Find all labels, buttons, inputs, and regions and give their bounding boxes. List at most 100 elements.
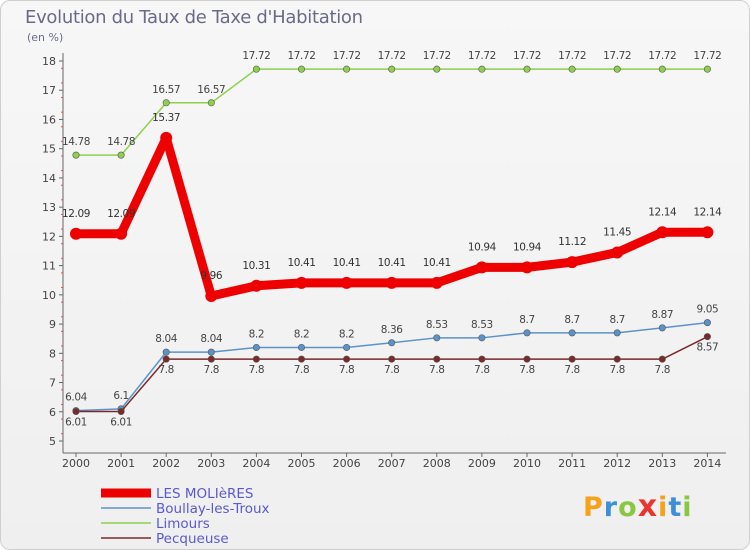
data-label: 10.41: [423, 257, 451, 269]
data-label: 12.14: [693, 206, 722, 218]
data-label: 17.72: [468, 50, 496, 62]
data-label: 6.04: [65, 392, 87, 404]
data-label: 12.09: [107, 208, 135, 220]
data-point: [613, 65, 621, 73]
data-point: [385, 276, 398, 289]
y-tick-label: 10: [42, 289, 56, 302]
data-point: [117, 151, 125, 159]
data-point: [430, 276, 443, 289]
data-point: [703, 333, 711, 341]
data-point: [207, 99, 215, 107]
data-label: 9.05: [697, 304, 719, 316]
data-label: 10.94: [513, 241, 542, 253]
data-label: 10.94: [468, 241, 497, 253]
data-point: [162, 355, 170, 363]
data-label: 10.41: [333, 257, 361, 269]
data-point: [297, 355, 305, 363]
data-point: [568, 65, 576, 73]
y-tick-label: 15: [42, 143, 56, 156]
x-tick-label: 2009: [468, 457, 496, 470]
data-label: 8.04: [200, 333, 222, 345]
data-label: 12.14: [648, 206, 677, 218]
data-point: [523, 65, 531, 73]
data-label: 16.57: [152, 84, 180, 96]
data-point: [613, 329, 621, 337]
data-point: [388, 355, 396, 363]
data-point: [252, 355, 260, 363]
y-tick-label: 18: [42, 55, 56, 68]
data-point: [295, 276, 308, 289]
x-tick-label: 2010: [513, 457, 541, 470]
data-point: [568, 355, 576, 363]
legend-label: Pecqueuse: [156, 531, 229, 547]
x-tick-label: 2003: [197, 457, 225, 470]
data-point: [388, 339, 396, 347]
data-point: [72, 151, 80, 159]
data-point: [433, 334, 441, 342]
data-point: [568, 329, 576, 337]
data-label: 17.72: [693, 50, 721, 62]
y-tick-label: 5: [49, 435, 56, 448]
y-tick-label: 14: [42, 172, 56, 185]
data-point: [207, 355, 215, 363]
data-label: 8.2: [294, 328, 310, 340]
data-label: 7.8: [609, 364, 625, 376]
x-tick-label: 2012: [603, 457, 631, 470]
data-label: 7.8: [204, 364, 220, 376]
data-label: 17.72: [603, 50, 631, 62]
series-line: [71, 133, 712, 301]
x-tick-label: 2006: [333, 457, 361, 470]
proxiti-logo: Proxiti: [583, 489, 693, 524]
x-tick-label: 2001: [107, 457, 135, 470]
data-label: 6.01: [110, 416, 132, 428]
data-point: [658, 324, 666, 332]
data-label: 6.1: [113, 390, 129, 402]
data-label: 17.72: [648, 50, 676, 62]
data-point: [162, 99, 170, 107]
y-tick-label: 8: [49, 347, 56, 360]
data-point: [297, 343, 305, 351]
data-label: 11.45: [603, 226, 631, 238]
data-point: [523, 329, 531, 337]
data-label: 8.53: [426, 319, 448, 331]
data-point: [433, 355, 441, 363]
data-label: 14.78: [107, 136, 135, 148]
data-label: 7.8: [249, 364, 265, 376]
x-tick-label: 2013: [648, 457, 676, 470]
y-tick-label: 16: [42, 113, 56, 126]
data-label: 17.72: [513, 50, 541, 62]
data-point: [343, 65, 351, 73]
data-label: 8.7: [609, 314, 625, 326]
data-label: 17.72: [378, 50, 406, 62]
data-label: 7.8: [655, 364, 671, 376]
data-label: 7.8: [339, 364, 355, 376]
data-point: [250, 279, 263, 292]
x-tick-label: 2008: [423, 457, 451, 470]
data-label: 17.72: [242, 50, 270, 62]
y-tick-label: 12: [42, 230, 56, 243]
data-label: 8.87: [651, 309, 673, 321]
data-point: [343, 355, 351, 363]
data-point: [160, 131, 173, 144]
x-tick-label: 2011: [558, 457, 586, 470]
data-point: [343, 343, 351, 351]
y-tick-label: 6: [49, 406, 56, 419]
data-point: [205, 290, 218, 303]
data-point: [566, 256, 579, 269]
data-point: [433, 65, 441, 73]
x-tick-label: 2005: [288, 457, 316, 470]
data-label: 17.72: [287, 50, 315, 62]
data-label: 17.72: [558, 50, 586, 62]
data-label: 8.2: [339, 328, 355, 340]
data-label: 14.78: [62, 136, 90, 148]
data-label: 7.8: [564, 364, 580, 376]
data-point: [703, 319, 711, 327]
data-label: 10.41: [378, 257, 406, 269]
data-point: [117, 407, 125, 415]
data-label: 16.57: [197, 84, 225, 96]
y-tick-label: 13: [42, 201, 56, 214]
data-label: 8.57: [697, 342, 719, 354]
data-label: 7.8: [384, 364, 400, 376]
